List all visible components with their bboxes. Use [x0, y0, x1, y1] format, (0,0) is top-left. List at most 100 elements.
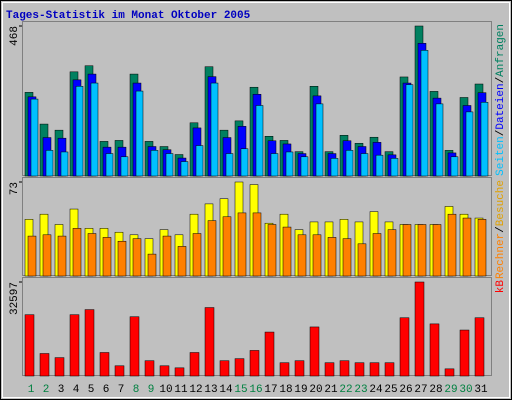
bar — [180, 161, 189, 177]
bar — [150, 150, 159, 177]
x-tick-label: 3 — [58, 384, 65, 396]
bar — [165, 153, 174, 177]
x-tick-label: 11 — [174, 384, 188, 396]
x-tick-label: 13 — [204, 384, 217, 396]
x-tick-label: 31 — [474, 384, 488, 396]
bar — [57, 235, 67, 277]
bar — [174, 367, 185, 377]
bar — [315, 103, 324, 177]
y-tick-label: 468 — [9, 26, 21, 46]
bar — [312, 234, 322, 277]
bar — [372, 233, 382, 277]
bar — [84, 309, 95, 377]
x-tick-label: 20 — [309, 384, 322, 396]
bar — [387, 229, 397, 277]
bar — [87, 233, 97, 277]
bar — [285, 151, 294, 177]
bar — [435, 103, 444, 177]
x-tick-label: 22 — [339, 384, 352, 396]
bar — [192, 233, 202, 277]
bar — [399, 317, 410, 377]
x-tick-label: 2 — [43, 384, 50, 396]
bar — [105, 153, 114, 177]
bar — [267, 224, 277, 277]
bar — [240, 148, 249, 177]
bar — [210, 82, 219, 177]
bar — [69, 314, 80, 377]
bar — [45, 150, 54, 177]
x-tick-label: 7 — [118, 384, 125, 396]
bar — [459, 329, 470, 377]
x-tick-label: 21 — [324, 384, 338, 396]
legend-entry: Seiten — [495, 136, 507, 176]
bar — [282, 226, 292, 277]
bar — [222, 216, 232, 277]
legend: kB — [495, 280, 507, 294]
bar — [300, 156, 309, 177]
bar — [384, 362, 395, 377]
bar — [39, 353, 50, 377]
bar — [465, 111, 474, 177]
bar — [117, 240, 127, 277]
bar — [480, 102, 489, 177]
bar — [405, 84, 414, 177]
bar — [30, 98, 39, 177]
bar — [234, 358, 245, 377]
bar — [279, 362, 290, 377]
bar — [390, 158, 399, 177]
bar — [447, 213, 457, 277]
legend-separator: / — [495, 130, 507, 137]
x-tick-label: 1 — [28, 384, 35, 396]
x-tick-label: 12 — [189, 384, 202, 396]
bar — [414, 281, 425, 377]
bar — [129, 316, 140, 377]
x-tick-label: 6 — [103, 384, 110, 396]
legend-separator: / — [495, 226, 507, 233]
bar — [24, 314, 35, 377]
bar — [402, 224, 412, 277]
bar — [72, 228, 82, 277]
bar — [429, 323, 440, 377]
bar — [462, 217, 472, 277]
x-tick-label: 4 — [73, 384, 80, 396]
bar — [432, 224, 442, 277]
bar — [420, 50, 429, 177]
bar — [102, 237, 112, 277]
x-tick-label: 28 — [429, 384, 442, 396]
legend: Rechner/Besuche — [495, 180, 507, 279]
bar — [60, 151, 69, 177]
legend-entry: kB — [495, 280, 507, 294]
bar — [177, 246, 187, 277]
bar — [144, 360, 155, 377]
x-tick-label: 23 — [354, 384, 367, 396]
x-tick-label: 25 — [384, 384, 397, 396]
bar — [342, 238, 352, 277]
bar — [360, 153, 369, 177]
x-tick-label: 16 — [249, 384, 262, 396]
bar — [375, 154, 384, 177]
legend-separator: / — [495, 77, 507, 84]
bar — [120, 156, 129, 177]
bar — [135, 90, 144, 177]
x-tick-label: 27 — [414, 384, 427, 396]
bar — [162, 235, 172, 277]
bar — [450, 156, 459, 177]
bar — [369, 362, 380, 377]
x-tick-label: 8 — [133, 384, 140, 396]
x-tick-label: 9 — [148, 384, 155, 396]
bar — [249, 350, 260, 377]
bar — [264, 331, 275, 377]
bar — [444, 368, 455, 377]
x-tick-label: 18 — [279, 384, 292, 396]
bar — [75, 86, 84, 177]
bar — [114, 365, 125, 377]
bar — [99, 352, 110, 377]
bar — [219, 360, 230, 377]
bar — [237, 212, 247, 277]
y-tick-label: 73 — [9, 182, 21, 195]
bar — [294, 360, 305, 377]
bar — [417, 224, 427, 277]
bar — [324, 362, 335, 377]
bar — [255, 105, 264, 177]
